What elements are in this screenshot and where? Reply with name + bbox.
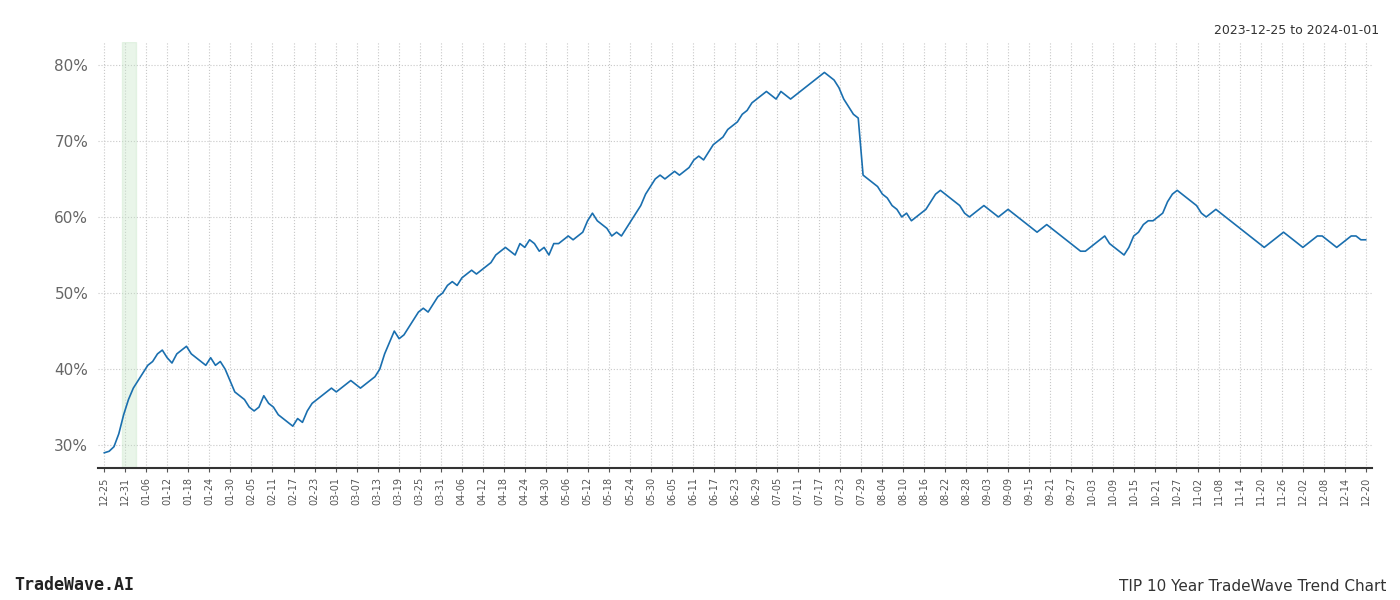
Bar <box>122 42 136 468</box>
Text: TradeWave.AI: TradeWave.AI <box>14 576 134 594</box>
Text: 2023-12-25 to 2024-01-01: 2023-12-25 to 2024-01-01 <box>1214 24 1379 37</box>
Text: TIP 10 Year TradeWave Trend Chart: TIP 10 Year TradeWave Trend Chart <box>1119 579 1386 594</box>
